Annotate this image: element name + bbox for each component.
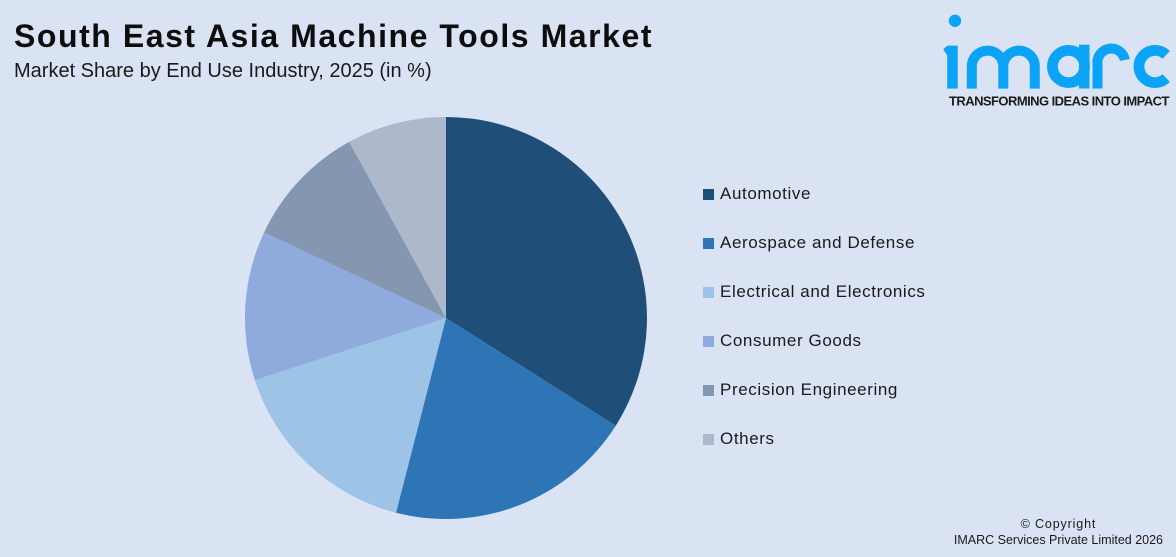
svg-text:TRANSFORMING IDEAS INTO IMPACT: TRANSFORMING IDEAS INTO IMPACT xyxy=(949,94,1170,109)
